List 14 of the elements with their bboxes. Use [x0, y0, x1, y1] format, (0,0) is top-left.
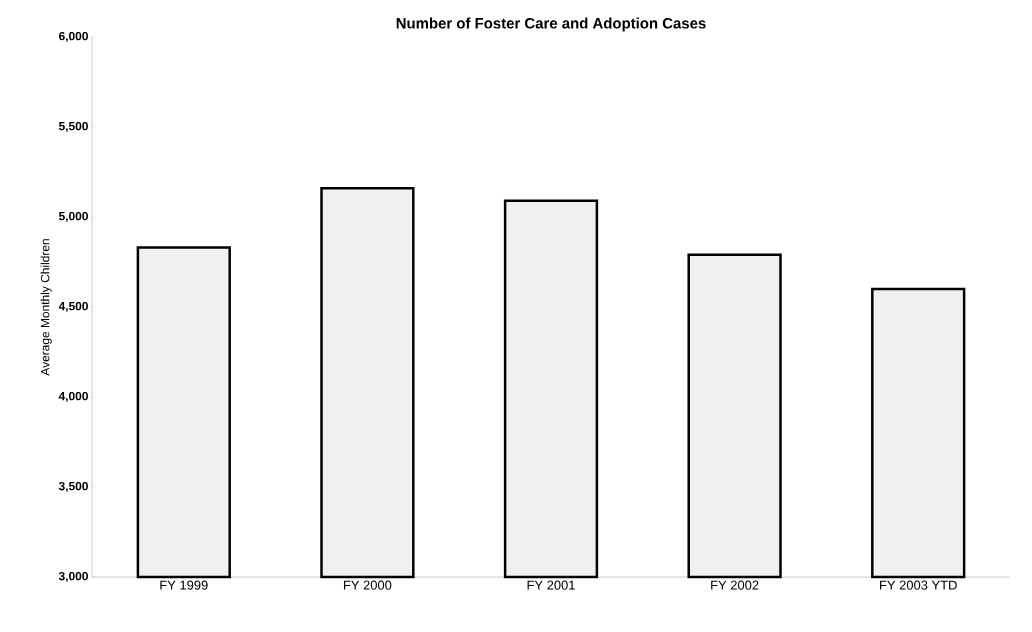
chart-title: Number of Foster Care and Adoption Cases [396, 17, 706, 32]
x-tick-label: FY 1999 [160, 580, 208, 590]
x-tick-label: FY 2000 [343, 580, 392, 590]
x-tick-label: FY 2002 [711, 580, 759, 590]
x-tick-label: FY 2001 [527, 580, 575, 590]
y-axis-title: Average Monthly Children [40, 239, 52, 376]
y-tick-label: 4,000 [58, 391, 88, 403]
y-tick-label: 5,500 [58, 121, 88, 133]
y-tick-label: 4,500 [58, 301, 88, 313]
y-tick-label: 3,500 [58, 481, 88, 493]
y-tick-label: 5,000 [58, 211, 88, 223]
y-tick-label: 6,000 [59, 31, 88, 43]
x-tick-label: FY 2003 YTD [880, 580, 957, 590]
y-tick-label: 3,000 [58, 571, 88, 583]
